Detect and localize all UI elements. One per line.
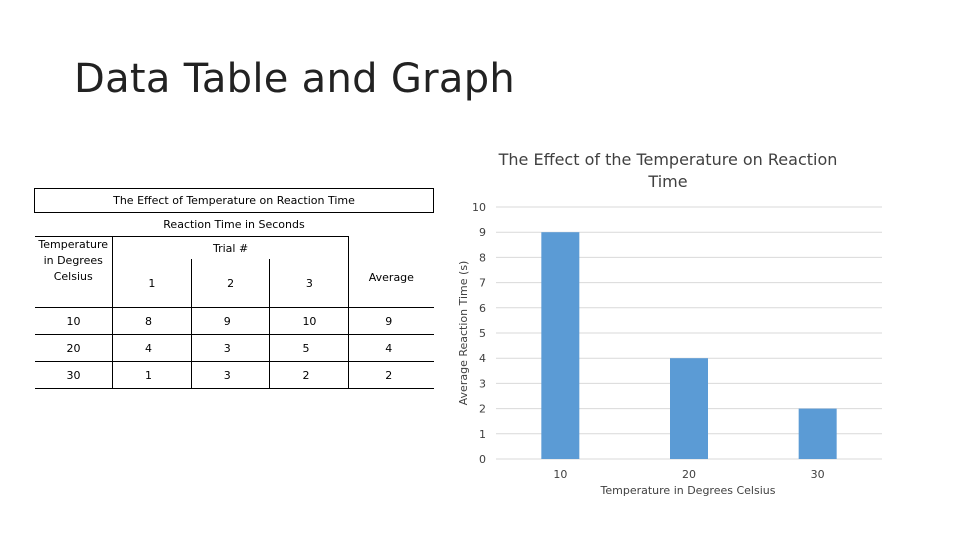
y-tick-label: 4 [479,352,486,365]
chart-title-line2: Time [647,172,687,191]
y-axis-label: Average Reaction Time (s) [457,261,470,406]
table-row: 10 8 9 10 9 [34,307,434,335]
y-tick-label: 6 [479,302,486,315]
table-subtitle-text: Reaction Time in Seconds [163,218,305,231]
y-tick-label: 10 [472,201,486,214]
average-label: Average [368,271,414,285]
bar [670,358,708,459]
y-tick-label: 1 [479,428,486,441]
average-header-cell: Average [348,236,434,308]
row-header-cell: Temperature in Degrees Celsius [34,236,113,308]
trial-number: 1 [112,259,192,308]
y-tick-label: 8 [479,251,486,264]
y-tick-label: 5 [479,327,486,340]
y-tick-label: 2 [479,403,486,416]
x-axis-label: Temperature in Degrees Celsius [600,484,776,497]
x-axis-ticks: 10 20 30 [553,468,824,481]
y-tick-label: 0 [479,453,486,466]
y-tick-label: 9 [479,226,486,239]
cell-trial2: 3 [191,361,271,389]
table-title: The Effect of Temperature on Reaction Ti… [34,188,434,213]
chart-svg: The Effect of the Temperature on Reactio… [457,150,882,497]
slide-title: Data Table and Graph [74,56,516,102]
table-title-text: The Effect of Temperature on Reaction Ti… [113,194,355,207]
x-tick-label: 30 [811,468,825,481]
bar-chart: The Effect of the Temperature on Reactio… [450,140,910,510]
cell-trial2: 3 [191,334,271,362]
table-row: 30 1 3 2 2 [34,361,434,389]
bar [798,408,837,459]
cell-trial1: 1 [112,361,192,389]
bars [541,232,837,459]
cell-average: 2 [348,361,434,389]
trial-label: Trial # [212,241,249,255]
x-tick-label: 10 [553,468,567,481]
y-tick-label: 7 [479,277,486,290]
cell-average: 9 [348,307,434,335]
cell-trial3: 2 [269,361,350,389]
trial-number: 3 [305,276,313,290]
cell-trial2: 9 [191,307,271,335]
trial-number: 2 [191,259,271,308]
table-subtitle: Reaction Time in Seconds [35,213,434,237]
table-row: 20 4 3 5 4 [34,334,434,362]
cell-temp: 20 [34,334,113,362]
bar [541,232,580,459]
cell-temp: 10 [34,307,113,335]
cell-trial3: 5 [269,334,350,362]
row-header-text: Temperature in Degrees Celsius [38,238,109,283]
y-axis-ticks: 0 1 2 3 4 5 6 7 8 9 10 [472,201,486,466]
cell-temp: 30 [34,361,113,389]
cell-trial1: 8 [112,307,192,335]
y-tick-label: 3 [479,377,486,390]
cell-trial1: 4 [112,334,192,362]
chart-title: The Effect of the Temperature on Reactio… [498,150,838,169]
trial-label-cell: Trial # [112,236,349,259]
cell-trial3: 10 [269,307,350,335]
x-tick-label: 20 [682,468,696,481]
data-table: The Effect of Temperature on Reaction Ti… [34,188,434,389]
cell-average: 4 [348,334,434,362]
